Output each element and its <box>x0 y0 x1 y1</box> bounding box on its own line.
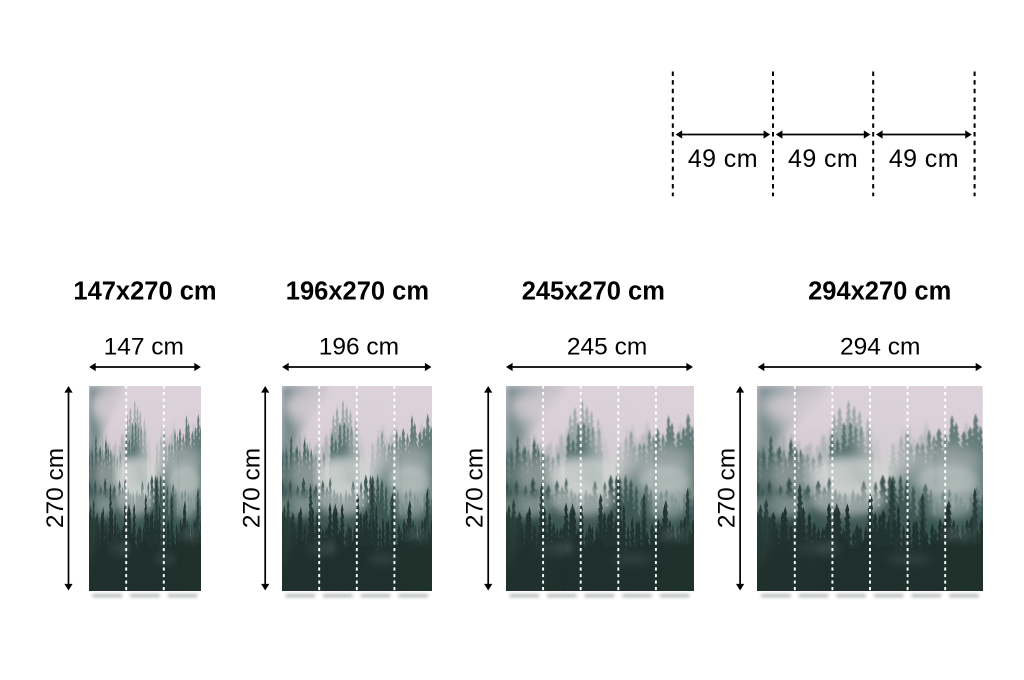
svg-text:49 cm: 49 cm <box>788 145 858 173</box>
svg-text:294x270 cm: 294x270 cm <box>808 278 951 306</box>
svg-text:147x270 cm: 147x270 cm <box>73 278 216 306</box>
svg-text:270 cm: 270 cm <box>714 448 741 528</box>
svg-text:270 cm: 270 cm <box>42 448 69 528</box>
svg-text:49 cm: 49 cm <box>688 145 758 173</box>
svg-text:245x270 cm: 245x270 cm <box>522 278 665 306</box>
svg-text:196 cm: 196 cm <box>319 334 399 361</box>
svg-text:49 cm: 49 cm <box>889 145 959 173</box>
svg-text:270 cm: 270 cm <box>239 448 266 528</box>
svg-text:294 cm: 294 cm <box>840 334 920 361</box>
svg-text:196x270 cm: 196x270 cm <box>286 278 429 306</box>
svg-text:147 cm: 147 cm <box>104 334 184 361</box>
svg-text:270 cm: 270 cm <box>462 448 489 528</box>
svg-text:245 cm: 245 cm <box>567 334 647 361</box>
